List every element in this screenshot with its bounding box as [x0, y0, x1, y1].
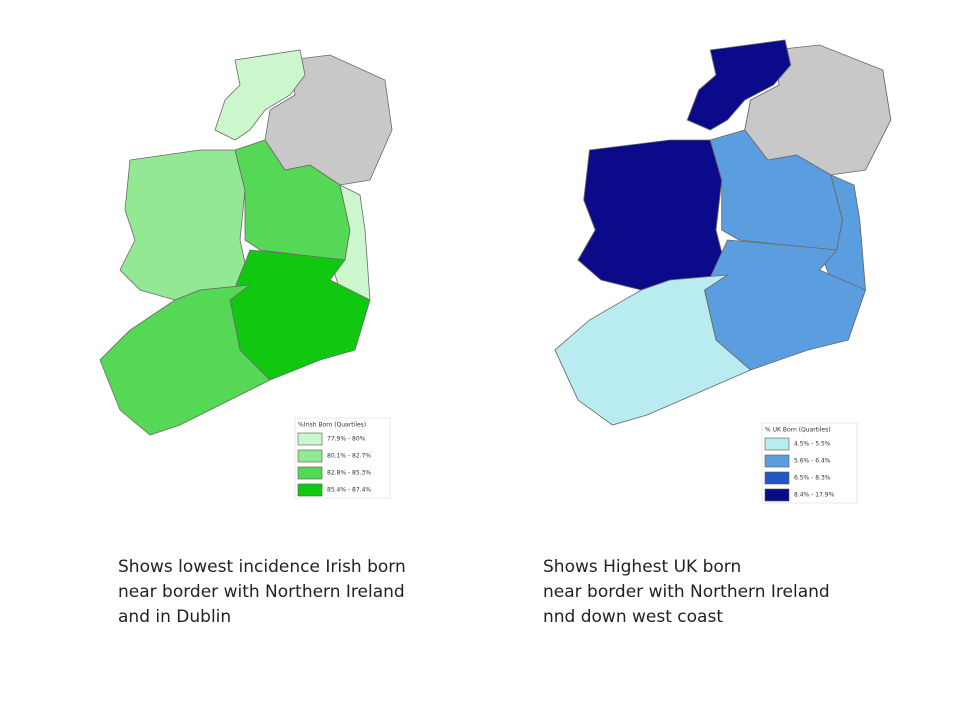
legend-label: 6.5% - 8.3%	[794, 475, 831, 482]
region-northwest	[214, 49, 306, 141]
legend-swatch	[764, 454, 790, 468]
legend-label: 82.8% - 85.3%	[327, 470, 371, 477]
caption-line: Shows Highest UK born	[543, 557, 742, 577]
legend-label: 4.5% - 5.5%	[794, 441, 831, 448]
legend-label: 8.4% - 17.9%	[794, 492, 835, 499]
region-southwest	[554, 274, 752, 426]
legend-swatch	[297, 432, 323, 446]
caption-line: near border with Northern Ireland	[543, 582, 830, 602]
region-southwest	[99, 284, 271, 436]
legend-label: 80.1% - 82.7%	[327, 453, 371, 460]
legend-swatch	[297, 466, 323, 480]
legend-swatch	[764, 437, 790, 451]
legend-swatch	[764, 488, 790, 502]
caption: Shows lowest incidence Irish born near b…	[118, 555, 406, 630]
caption-line: and in Dublin	[118, 607, 232, 627]
caption-line: nnd down west coast	[543, 607, 723, 627]
legend-label: 5.6% - 6.4%	[794, 458, 831, 465]
legend-title: % UK Born (Quartiles)	[765, 427, 831, 434]
legend-swatch	[297, 449, 323, 463]
caption-line: Shows lowest incidence Irish born	[118, 557, 406, 577]
legend-label: 77.9% - 80%	[327, 436, 366, 443]
legend-frame	[761, 422, 858, 504]
legend: %Irish Born (Quartiles) 77.9% - 80% 80.1% …	[294, 417, 391, 499]
region-west	[119, 149, 251, 301]
legend: % UK Born (Quartiles) 4.5% - 5.5% 5.6% - 6…	[761, 422, 858, 504]
legend-swatch	[297, 483, 323, 497]
region-northwest	[686, 39, 792, 131]
caption-line: near border with Northern Ireland	[118, 582, 405, 602]
caption: Shows Highest UK born near border with N…	[543, 555, 830, 630]
legend-frame	[294, 417, 391, 499]
legend-title: %Irish Born (Quartiles)	[298, 422, 366, 429]
map-uk-born	[554, 39, 892, 426]
map-irish-born	[99, 49, 393, 436]
legend-swatch	[764, 471, 790, 485]
region-west	[577, 139, 729, 291]
legend-label: 85.4% - 87.4%	[327, 487, 371, 494]
